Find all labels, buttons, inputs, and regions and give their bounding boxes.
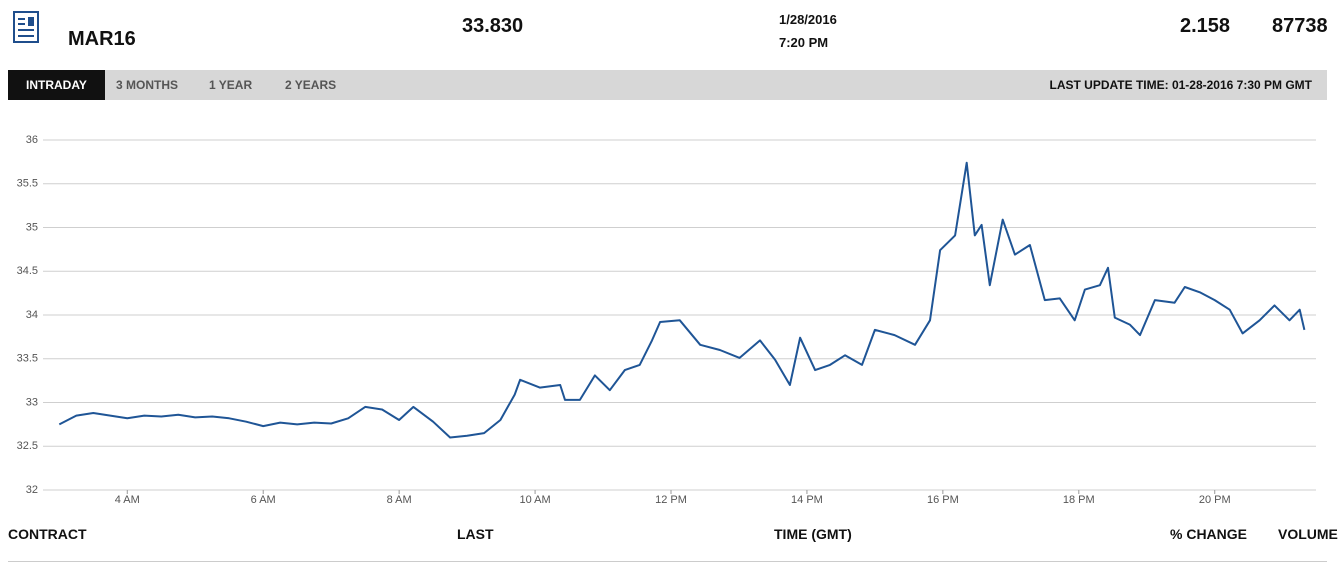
y-tick-label: 35.5	[17, 178, 38, 190]
x-tick-label: 6 AM	[251, 494, 276, 506]
price-line	[58, 161, 1306, 439]
y-tick-label: 35	[26, 221, 38, 233]
x-tick-label: 18 PM	[1063, 494, 1095, 506]
x-tick-label: 8 AM	[387, 494, 412, 506]
x-tick-label: 4 AM	[115, 494, 140, 506]
time: 7:20 PM	[779, 35, 829, 50]
chart: 32 32.5 33 33.5 34 34.5 35 35.5 36 4 AM 6 AM 8 AM 10…	[17, 134, 1316, 506]
column-header: CONTRACT	[8, 526, 87, 542]
volume: 87738	[1272, 15, 1328, 37]
tab[interactable]: 1 YEAR	[209, 78, 253, 92]
contract-icon	[13, 11, 39, 43]
contract: MAR16	[68, 28, 136, 50]
x-tick-label: 10 AM	[519, 494, 550, 506]
x-tick-label: 16 PM	[927, 494, 959, 506]
column-header: VOLUME	[1278, 526, 1338, 542]
x-tick-label: 12 PM	[655, 494, 687, 506]
tab-bar: LAST UPDATE TIME: 01-28-2016 7:30 PM GMT…	[8, 70, 1327, 100]
change: 2.158	[1180, 15, 1231, 37]
tab[interactable]: 3 MONTHS	[116, 78, 179, 92]
x-tick-label: 14 PM	[791, 494, 823, 506]
date: 1/28/2016	[779, 12, 837, 27]
last-update: LAST UPDATE TIME: 01-28-2016 7:30 PM GMT	[1049, 78, 1313, 92]
y-tick-label: 33.5	[17, 353, 38, 365]
divider	[8, 561, 1327, 562]
last-price: 33.830	[462, 15, 524, 37]
y-tick-label: 32	[26, 484, 38, 496]
column-header: TIME (GMT)	[774, 526, 852, 542]
y-tick-label: 33	[26, 396, 38, 408]
column-header: % CHANGE	[1170, 526, 1248, 542]
column-header: LAST	[457, 526, 494, 542]
y-tick-label: 36	[26, 134, 38, 146]
y-tick-label: 34	[26, 309, 38, 321]
tab[interactable]: INTRADAY	[8, 70, 105, 100]
x-tick-label: 20 PM	[1199, 494, 1231, 506]
y-tick-label: 34.5	[17, 265, 38, 277]
y-tick-label: 32.5	[17, 440, 38, 452]
tab[interactable]: 2 YEARS	[285, 78, 337, 92]
